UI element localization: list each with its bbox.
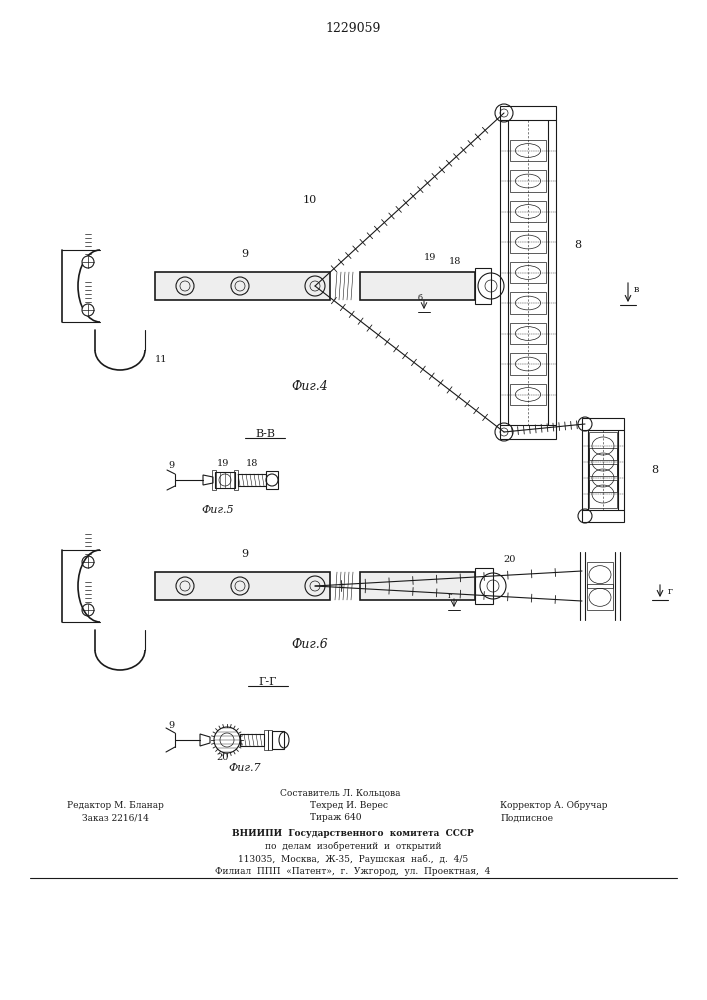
Text: В-В: В-В	[255, 429, 275, 439]
Bar	[582, 418, 624, 430]
Text: г: г	[448, 592, 452, 600]
Text: б: б	[418, 294, 423, 302]
Bar	[240, 734, 264, 746]
Bar	[360, 572, 475, 600]
Text: 18: 18	[246, 460, 258, 468]
Bar	[238, 474, 266, 486]
Bar	[510, 262, 546, 283]
Text: Техред И. Верес: Техред И. Верес	[310, 800, 388, 810]
Text: по  делам  изобретений  и  открытий: по делам изобретений и открытий	[264, 841, 441, 851]
Bar	[510, 292, 546, 314]
Bar	[234, 470, 238, 490]
Bar	[589, 432, 617, 460]
Text: 19: 19	[217, 460, 229, 468]
Bar	[212, 470, 216, 490]
Text: 18: 18	[449, 257, 461, 266]
Polygon shape	[203, 475, 213, 485]
Bar	[587, 562, 613, 588]
Bar	[266, 471, 278, 489]
Text: 10: 10	[303, 195, 317, 205]
Text: Тираж 640: Тираж 640	[310, 814, 361, 822]
Bar	[155, 272, 330, 300]
Text: Редактор М. Бланар: Редактор М. Бланар	[66, 800, 163, 810]
Text: 8: 8	[574, 240, 582, 250]
Text: Заказ 2216/14: Заказ 2216/14	[81, 814, 148, 822]
Text: 20: 20	[504, 556, 516, 564]
Text: г: г	[667, 587, 672, 596]
Bar	[264, 730, 268, 750]
Text: Г-Г: Г-Г	[259, 677, 277, 687]
Bar	[510, 140, 546, 161]
Text: 1229059: 1229059	[325, 21, 380, 34]
Bar	[360, 272, 475, 300]
Text: Фиг.5: Фиг.5	[201, 505, 234, 515]
Bar	[510, 384, 546, 405]
Text: 9: 9	[241, 549, 249, 559]
Bar	[155, 572, 330, 600]
Bar	[475, 268, 491, 304]
Text: 8: 8	[651, 465, 658, 475]
Text: 9: 9	[241, 249, 249, 259]
Text: Фиг.7: Фиг.7	[228, 763, 262, 773]
Bar	[510, 170, 546, 192]
Bar	[587, 584, 613, 610]
Bar	[500, 106, 556, 120]
Polygon shape	[200, 734, 210, 746]
Text: Филиал  ППП  «Патент»,  г.  Ужгород,  ул.  Проектная,  4: Филиал ППП «Патент», г. Ужгород, ул. Про…	[216, 867, 491, 876]
Text: в: в	[633, 286, 638, 294]
Text: ВНИИПИ  Государственного  комитета  СССР: ВНИИПИ Государственного комитета СССР	[232, 828, 474, 838]
Bar	[510, 231, 546, 253]
Text: Составитель Л. Кольцова: Составитель Л. Кольцова	[280, 788, 400, 798]
Bar	[582, 510, 624, 522]
Bar	[510, 353, 546, 375]
Text: 19: 19	[423, 253, 436, 262]
Circle shape	[82, 256, 94, 268]
Text: Фиг.4: Фиг.4	[291, 379, 328, 392]
Bar	[268, 730, 272, 750]
Bar	[272, 731, 284, 749]
Bar	[510, 323, 546, 344]
Bar	[510, 201, 546, 222]
Text: 20: 20	[217, 754, 229, 762]
Text: 113035,  Москва,  Ж-35,  Раушская  наб.,  д.  4/5: 113035, Москва, Ж-35, Раушская наб., д. …	[238, 854, 468, 864]
Bar	[475, 568, 493, 604]
Text: Подписное: Подписное	[500, 814, 553, 822]
Bar	[215, 472, 235, 488]
Bar	[589, 464, 617, 492]
Bar	[589, 480, 617, 508]
Circle shape	[82, 304, 94, 316]
Text: Корректор А. Обручар: Корректор А. Обручар	[500, 800, 607, 810]
Text: Фиг.6: Фиг.6	[291, 639, 328, 652]
Text: 11: 11	[155, 356, 168, 364]
Bar	[500, 425, 556, 439]
Text: 9: 9	[168, 462, 174, 471]
Text: 9: 9	[168, 720, 174, 730]
Bar	[589, 448, 617, 476]
